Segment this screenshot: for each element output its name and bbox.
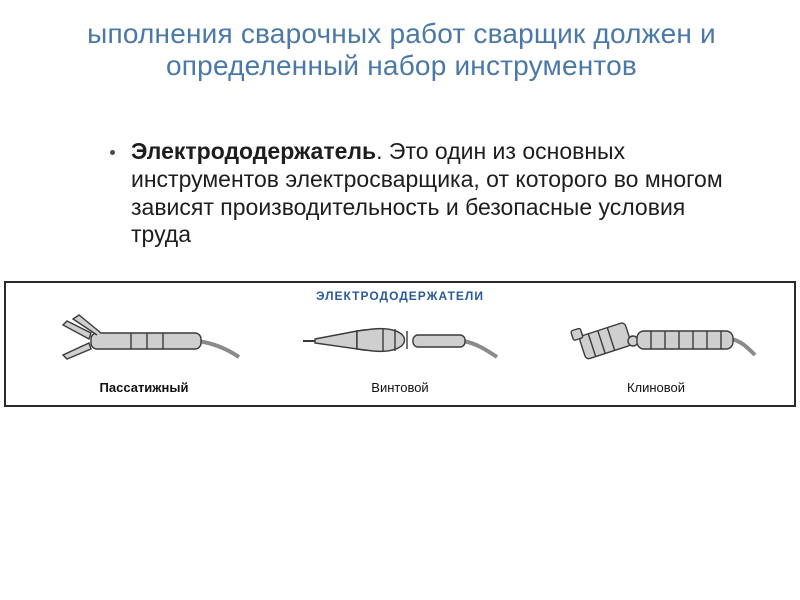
figure-caption-plier: Пассатижный [16, 380, 272, 395]
body-term: Электрододержатель [131, 138, 376, 164]
title-line-2: определенный набор инструментов [5, 50, 798, 82]
figure-item-plier: Пассатижный [16, 309, 272, 395]
electrode-holders-figure: ЭЛЕКТРОДОДЕРЖАТЕЛИ [4, 281, 796, 407]
bullet-icon [110, 150, 115, 155]
figure-row: Пассатижный [6, 303, 794, 405]
body-paragraph: Электрододержатель. Это один из основных… [131, 138, 740, 248]
screw-holder-icon [295, 309, 505, 367]
title-line-1: ыполнения сварочных работ сварщик должен… [5, 18, 798, 50]
page-title: ыполнения сварочных работ сварщик должен… [0, 0, 800, 82]
wedge-holder-icon [551, 309, 761, 367]
body-block: Электрододержатель. Это один из основных… [0, 138, 800, 248]
figure-item-wedge: Клиновой [528, 309, 784, 395]
plier-holder-icon [39, 309, 249, 367]
figure-caption-wedge: Клиновой [528, 380, 784, 395]
figure-header: ЭЛЕКТРОДОДЕРЖАТЕЛИ [6, 283, 794, 303]
figure-caption-screw: Винтовой [272, 380, 528, 395]
figure-item-screw: Винтовой [272, 309, 528, 395]
figure-wrap: ЭЛЕКТРОДОДЕРЖАТЕЛИ [0, 281, 800, 407]
